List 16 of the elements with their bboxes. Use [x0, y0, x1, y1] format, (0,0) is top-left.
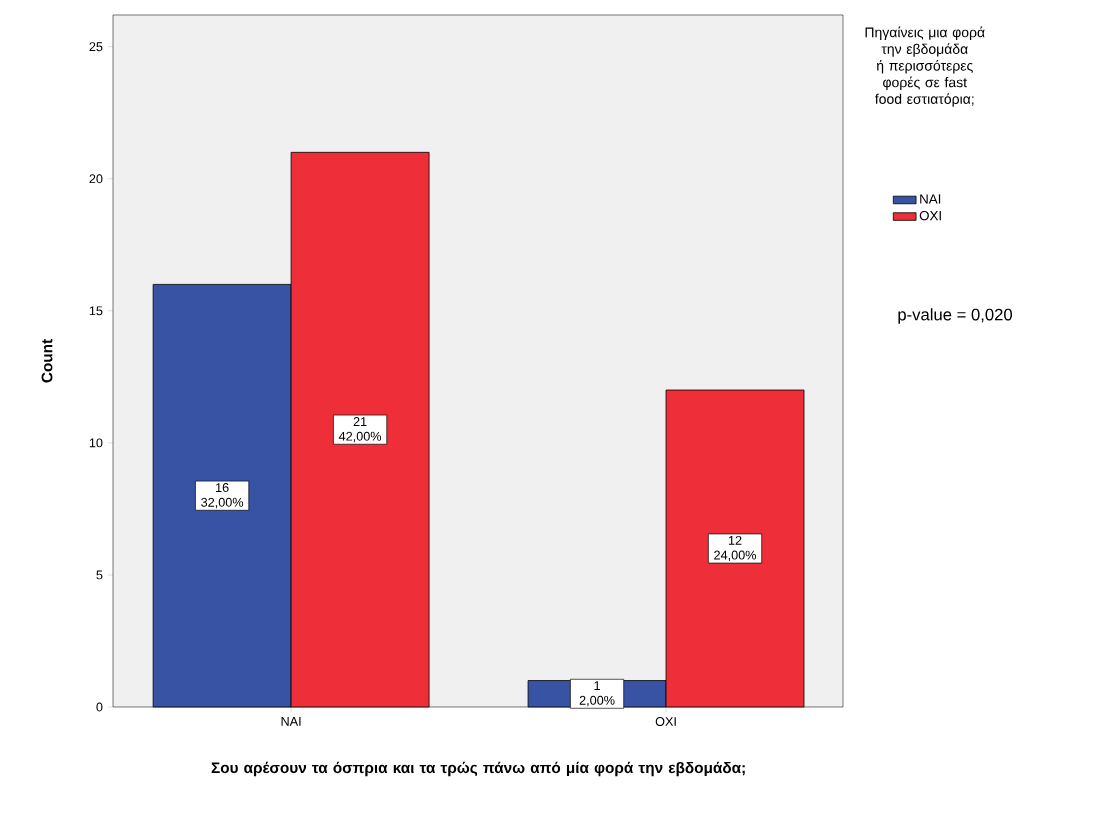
data-label: 16 32,00% [201, 483, 244, 509]
y-tick-label: 20 [89, 174, 103, 184]
y-tick-label: 5 [96, 570, 103, 580]
y-tick-label: 15 [89, 306, 103, 316]
legend-title: Πηγαίνεις μια φορά την εβδομάδα ή περισσότερες φορές σε fast food εστιατόρια; [865, 26, 985, 107]
text: p-value = 0,020 [898, 308, 1013, 324]
legend-label: ΟΧΙ [919, 210, 941, 221]
x-axis-title: Σου αρέσουν τα όσπρια και τα τρώς πάνω από μία φορά την εβδομάδα; [211, 761, 745, 777]
y-tick-label: 0 [96, 702, 103, 712]
data-label: 1 2,00% [579, 681, 615, 707]
legend-label: ΝΑΙ [920, 194, 941, 204]
data-label: 12 24,00% [714, 535, 757, 562]
data-label: 21 42,00% [338, 417, 382, 443]
y-tick-label: 25 [89, 42, 103, 52]
y-axis-title: Count [41, 339, 53, 383]
y-tick-label: 10 [89, 438, 103, 448]
